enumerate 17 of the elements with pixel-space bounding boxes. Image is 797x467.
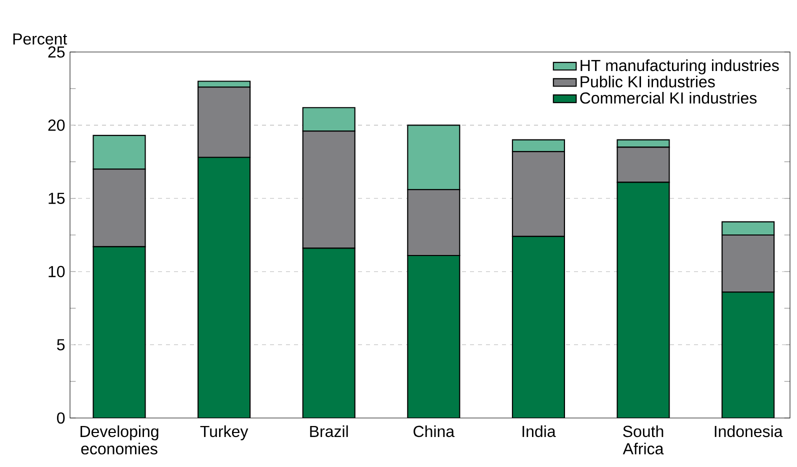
x-tick-label: China: [414, 425, 455, 438]
x-tick-label: Brazil: [310, 425, 348, 438]
y-tick-label: 10: [48, 266, 65, 278]
y-tick-label: 25: [48, 46, 65, 58]
legend-label: HT manufacturing industries: [580, 59, 779, 74]
y-tick-label: 5: [57, 339, 65, 350]
x-tick-label: Developing economies: [80, 425, 158, 454]
y-tick-label: 15: [48, 192, 65, 204]
y-tick-label: 0: [57, 412, 65, 424]
x-tick-label: South Africa: [622, 425, 664, 454]
y-tick-label: 20: [48, 120, 65, 131]
legend-label: Public KI industries: [580, 76, 715, 88]
x-tick-label: Turkey: [200, 425, 248, 440]
x-tick-label: Indonesia: [714, 425, 783, 438]
legend-label: Commercial KI industries: [580, 92, 757, 104]
x-tick-label: India: [522, 425, 556, 438]
y-axis-title: Percent: [13, 33, 68, 45]
